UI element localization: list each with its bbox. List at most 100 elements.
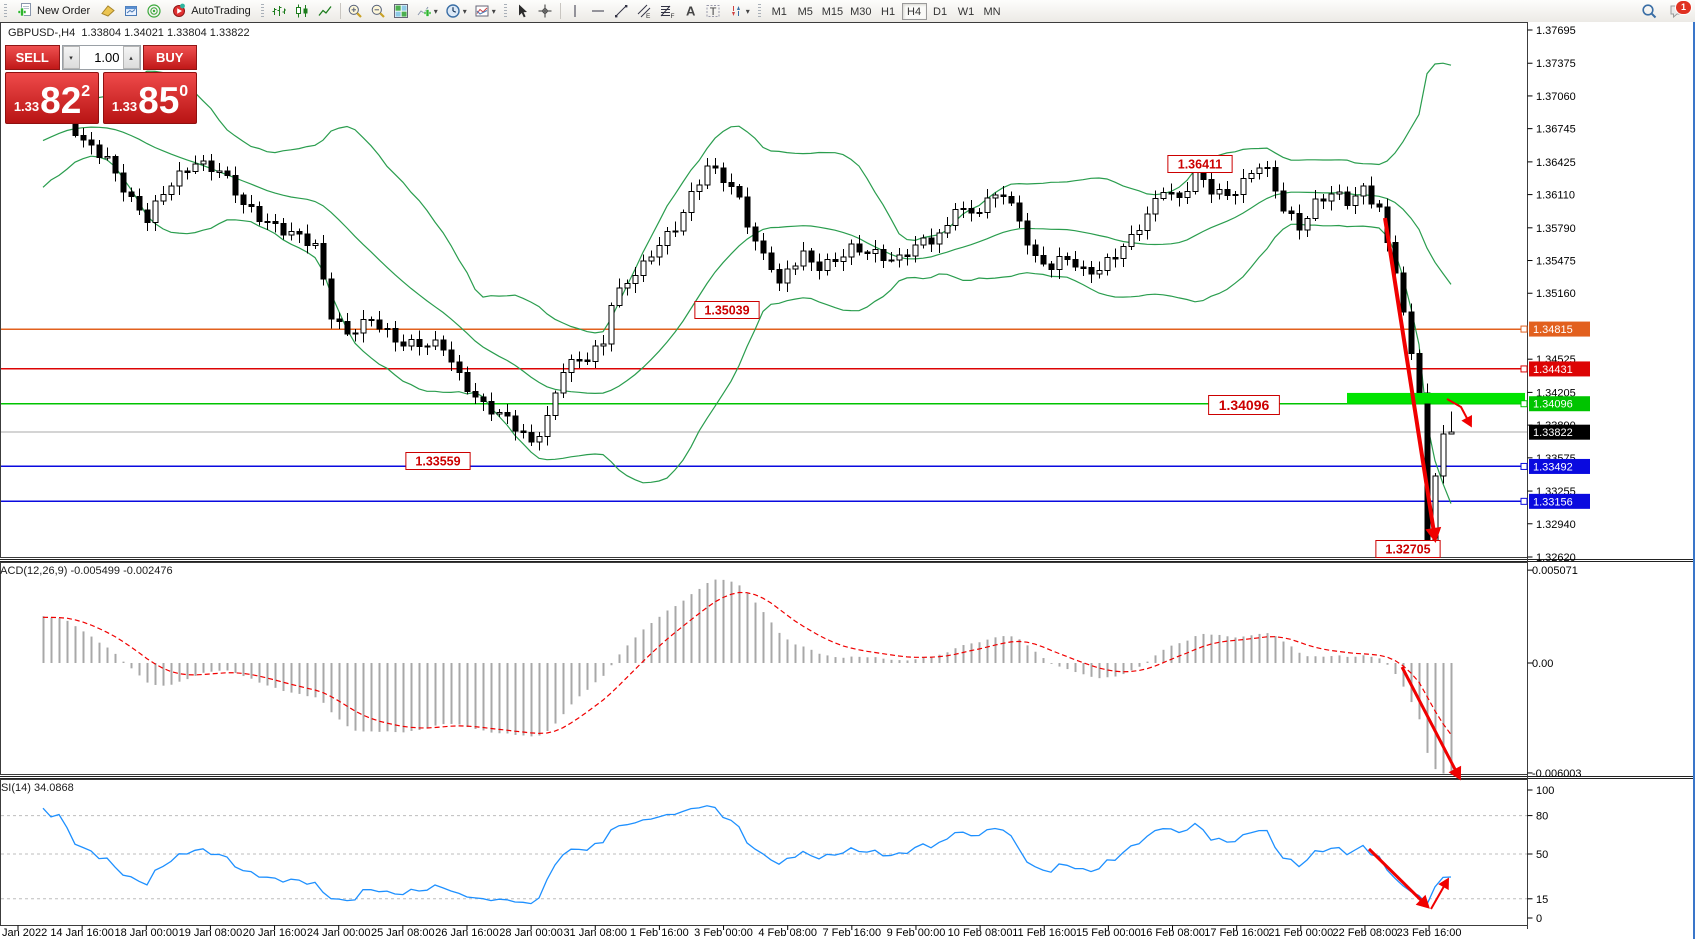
- zoom-out-icon[interactable]: [367, 0, 390, 22]
- toolbar-drag-handle[interactable]: [503, 3, 507, 19]
- candle-down: [1168, 192, 1175, 195]
- candle-up: [888, 259, 895, 262]
- signals-icon[interactable]: [142, 0, 165, 22]
- svg-text:15 Feb 00:00: 15 Feb 00:00: [1076, 927, 1141, 939]
- macd-signal-line: [42, 591, 1452, 735]
- candle-up: [1184, 190, 1191, 198]
- timeframe-button-M5[interactable]: M5: [793, 3, 818, 20]
- candle-down: [224, 170, 231, 177]
- candle-up: [984, 197, 991, 213]
- candle-up: [784, 268, 791, 284]
- bar-chart-icon[interactable]: [268, 0, 291, 22]
- candle-up: [1240, 178, 1247, 195]
- candle-up: [872, 248, 879, 254]
- arrows-dropdown-caret[interactable]: ▾: [745, 6, 750, 16]
- chart-canvas[interactable]: 1.37695 1.37375 1.37060 1.36745 1.36425 1.361…: [0, 22, 1695, 939]
- lot-size-input[interactable]: [79, 46, 123, 69]
- lot-decrease-button[interactable]: ▾: [62, 46, 80, 69]
- timeframe-button-H4[interactable]: H4: [901, 2, 927, 20]
- indicators-icon[interactable]: [413, 0, 436, 22]
- new-order-label: New Order: [37, 5, 91, 17]
- timeframe-button-D1[interactable]: D1: [928, 3, 953, 20]
- candle-down: [488, 401, 495, 415]
- candle-down: [264, 220, 271, 224]
- trend-arrows[interactable]: [1367, 217, 1472, 910]
- cursor-icon[interactable]: [511, 0, 534, 22]
- time-axis[interactable]: Jan 2022 14 Jan 16:00 18 Jan 00:00 19 Jan 0…: [2, 925, 1462, 939]
- candle-up: [288, 231, 295, 236]
- toolbar-separator: [559, 3, 561, 19]
- terminal-icon[interactable]: [119, 0, 142, 22]
- svg-text:26 Jan 16:00: 26 Jan 16:00: [435, 927, 499, 939]
- timeframe-button-W1[interactable]: W1: [954, 3, 979, 20]
- candle-down: [1048, 263, 1055, 271]
- candle-down: [144, 209, 151, 223]
- candle-down: [1408, 311, 1415, 354]
- tile-windows-icon[interactable]: [390, 0, 413, 22]
- periods-dropdown-caret[interactable]: ▾: [462, 6, 467, 16]
- vertical-line-icon[interactable]: [564, 0, 587, 22]
- toolbar-drag-handle[interactable]: [757, 3, 761, 19]
- candle-down: [80, 134, 87, 141]
- templates-dropdown-caret[interactable]: ▾: [491, 6, 496, 16]
- arrows-tool-icon[interactable]: [725, 0, 748, 22]
- line-chart-icon[interactable]: [314, 0, 337, 22]
- templates-icon[interactable]: [471, 0, 494, 22]
- svg-text:1.36110: 1.36110: [1536, 190, 1575, 202]
- price-axis[interactable]: 1.37695 1.37375 1.37060 1.36745 1.36425 1.361…: [1520, 25, 1590, 925]
- candle-down: [864, 251, 871, 254]
- text-label-tool-icon[interactable]: T: [702, 0, 725, 22]
- candle-down: [832, 259, 839, 263]
- candle-down: [744, 196, 751, 228]
- zoom-in-icon[interactable]: [344, 0, 367, 22]
- toolbar-drag-handle[interactable]: [4, 3, 7, 19]
- lot-increase-button[interactable]: ▴: [122, 46, 140, 69]
- buy-button[interactable]: BUY: [142, 45, 197, 70]
- candle-down: [416, 339, 423, 348]
- candle-down: [1088, 266, 1095, 275]
- crosshair-icon[interactable]: [534, 0, 557, 22]
- equidistant-channel-icon[interactable]: E: [633, 0, 656, 22]
- search-icon[interactable]: [1638, 0, 1661, 22]
- candlestick-chart-icon[interactable]: [291, 0, 314, 22]
- price-tag-1.33492: 1.33492: [1520, 458, 1590, 474]
- timeframe-button-H1[interactable]: H1: [876, 3, 901, 20]
- timeframe-button-M15[interactable]: M15: [819, 3, 846, 20]
- indicators-dropdown-caret[interactable]: ▾: [433, 6, 438, 16]
- buy-price-box[interactable]: 1.33 85 0: [103, 72, 197, 124]
- sell-price-box[interactable]: 1.33 82 2: [5, 72, 99, 124]
- chat-icon[interactable]: 1: [1667, 0, 1692, 21]
- autotrading-button[interactable]: AutoTrading: [165, 1, 257, 21]
- periods-clock-icon[interactable]: [442, 0, 465, 22]
- text-tool-icon[interactable]: A: [679, 0, 702, 22]
- fibonacci-icon[interactable]: F: [656, 0, 679, 22]
- horizontal-lines[interactable]: [1, 328, 1527, 503]
- metaeditor-icon[interactable]: [96, 0, 119, 22]
- trendline-icon[interactable]: [610, 0, 633, 22]
- candle-up: [920, 237, 927, 246]
- timeframe-button-M1[interactable]: M1: [767, 3, 792, 20]
- candle-up: [800, 250, 807, 267]
- price-annotation-labels[interactable]: 1.36411 1.35039 1.34096 1.33559 1.32705: [405, 155, 1441, 558]
- annotation-1.32705: 1.32705: [1375, 540, 1441, 558]
- candle-up: [160, 194, 167, 202]
- svg-text:19 Jan 08:00: 19 Jan 08:00: [179, 927, 243, 939]
- candle-down: [856, 243, 863, 253]
- rsi-line: [42, 805, 1452, 906]
- sell-button[interactable]: SELL: [5, 45, 60, 70]
- red-arrowhead: [1448, 765, 1462, 781]
- timeframe-button-MN[interactable]: MN: [980, 3, 1005, 20]
- candle-up: [960, 207, 967, 210]
- horizontal-line-icon[interactable]: [587, 0, 610, 22]
- svg-text:A: A: [686, 4, 696, 19]
- toolbar-drag-handle[interactable]: [260, 3, 264, 19]
- candle-up: [944, 225, 951, 234]
- svg-text:1.37695: 1.37695: [1536, 25, 1576, 37]
- green-supply-zone[interactable]: [1347, 392, 1525, 404]
- svg-text:Jan 2022: Jan 2022: [2, 927, 47, 939]
- timeframe-button-M30[interactable]: M30: [847, 3, 874, 20]
- new-order-button[interactable]: New Order: [11, 1, 96, 21]
- price-tag-1.33156: 1.33156: [1520, 493, 1590, 509]
- candle-down: [904, 254, 911, 257]
- chart-area: 1.37695 1.37375 1.37060 1.36745 1.36425 1.361…: [0, 22, 1695, 939]
